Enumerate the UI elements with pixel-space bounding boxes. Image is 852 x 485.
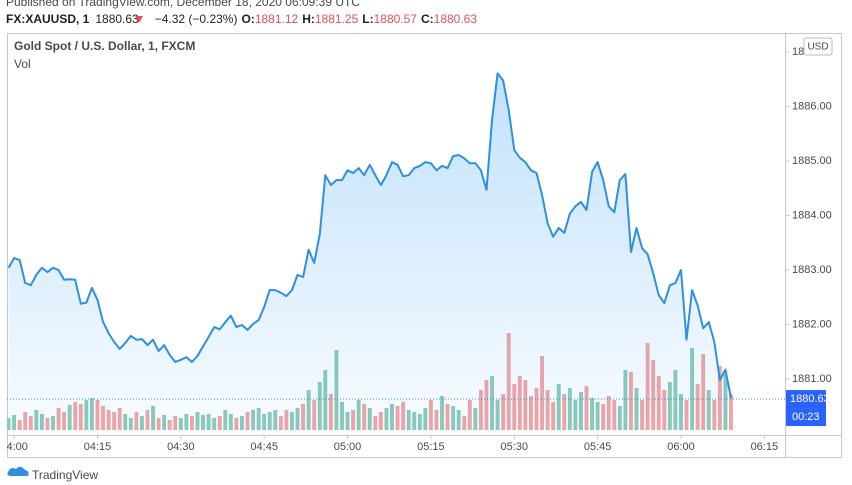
close: 1880.63 bbox=[434, 12, 478, 26]
y-tick-label: 1883.00 bbox=[792, 264, 832, 276]
high: 1881.25 bbox=[315, 12, 359, 26]
y-tick-label: 1885.00 bbox=[792, 155, 832, 167]
y-tick-label: 1881.00 bbox=[792, 373, 832, 385]
x-tick-label: 04:30 bbox=[167, 441, 195, 453]
published-line: Published on TradingView.com, December 1… bbox=[6, 0, 360, 9]
x-tick-label: 05:00 bbox=[334, 441, 362, 453]
high-label: H: bbox=[302, 12, 315, 26]
change: −4.32 (−0.23%) bbox=[155, 12, 238, 26]
close-label: C: bbox=[421, 12, 434, 26]
currency-box[interactable] bbox=[803, 37, 833, 56]
y-tick-label: 1884.00 bbox=[792, 209, 832, 221]
ohlc-line: FX:XAUUSD, 1 1880.63 −4.32 (−0.23%) O:1881.… bbox=[6, 12, 477, 26]
x-tick-label: 05:45 bbox=[584, 441, 612, 453]
low-label: L: bbox=[362, 12, 373, 26]
open: 1881.12 bbox=[255, 12, 299, 26]
low: 1880.57 bbox=[374, 12, 418, 26]
last: 1880.63 bbox=[95, 12, 139, 26]
chart-title: Gold Spot / U.S. Dollar, 1, FXCM bbox=[14, 39, 195, 53]
countdown: 00:23 bbox=[792, 411, 820, 423]
last-price-box bbox=[786, 390, 826, 409]
price-area bbox=[8, 73, 732, 436]
countdown-box bbox=[786, 408, 826, 427]
plot-area bbox=[7, 72, 785, 436]
x-tick-label: 06:00 bbox=[667, 441, 695, 453]
last-price: 1880.63 bbox=[790, 393, 830, 405]
y-tick-label: 1882.00 bbox=[792, 318, 832, 330]
x-tick-label: 04:15 bbox=[84, 441, 112, 453]
x-tick-label: 05:15 bbox=[417, 441, 445, 453]
logo-icon bbox=[7, 466, 29, 476]
chart-frame bbox=[7, 33, 842, 458]
open-label: O: bbox=[241, 12, 254, 26]
down-arrow bbox=[135, 16, 143, 23]
x-tick-label: 04:45 bbox=[250, 441, 278, 453]
x-tick-label: 05:30 bbox=[500, 441, 528, 453]
y-tick-label: 1886.00 bbox=[792, 100, 832, 112]
price-line bbox=[7, 72, 732, 399]
x-tick-label: 06:15 bbox=[751, 441, 779, 453]
brand: TradingView bbox=[32, 468, 98, 482]
x-tick-label: 04:00 bbox=[0, 441, 28, 453]
currency[interactable]: USD bbox=[807, 42, 828, 53]
x-ticks: 04:00 04:15 04:30 04:45 05:00 05:15 05:30 05:45… bbox=[0, 435, 779, 453]
volume-label: Vol bbox=[14, 57, 31, 71]
symbol: FX:XAUUSD, 1 bbox=[6, 12, 90, 26]
